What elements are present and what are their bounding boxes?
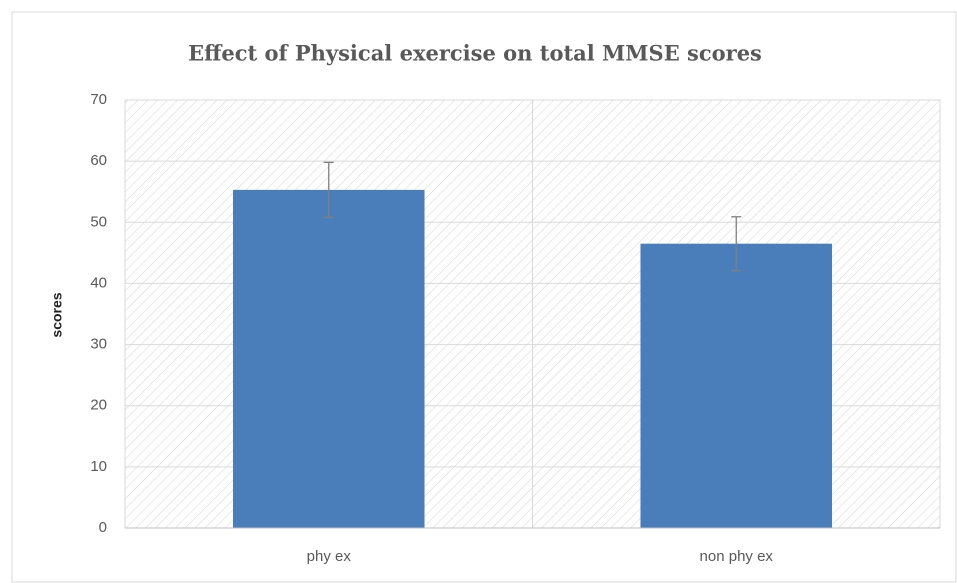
y-tick-label: 60 bbox=[90, 152, 107, 169]
y-tick-label: 40 bbox=[90, 274, 107, 291]
x-tick-label: non phy ex bbox=[700, 548, 774, 565]
y-tick-label: 50 bbox=[90, 213, 107, 230]
chart-title: Effect of Physical exercise on total MMS… bbox=[188, 41, 762, 66]
y-tick-label: 20 bbox=[90, 397, 107, 414]
y-axis-label: scores bbox=[49, 292, 65, 337]
bar bbox=[232, 189, 425, 528]
y-tick-label: 10 bbox=[90, 458, 107, 475]
bar bbox=[640, 243, 833, 528]
y-tick-label: 0 bbox=[99, 519, 107, 536]
y-tick-label: 30 bbox=[90, 336, 107, 353]
x-tick-label: phy ex bbox=[307, 548, 352, 565]
y-tick-label: 70 bbox=[90, 91, 107, 108]
